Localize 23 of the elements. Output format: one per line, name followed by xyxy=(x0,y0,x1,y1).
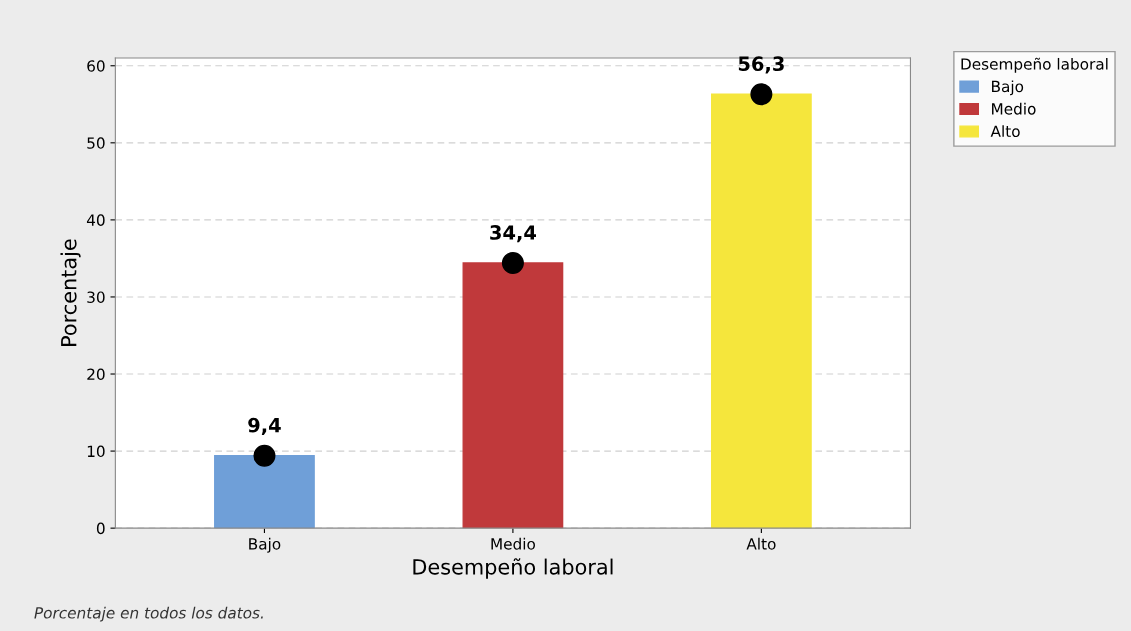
y-tick-label: 20 xyxy=(87,368,105,381)
x-tick-label: Alto xyxy=(746,537,776,550)
legend-title: Desempeño laboral xyxy=(961,57,1108,73)
y-tick-label: 0 xyxy=(96,522,105,535)
y-tick-label: 40 xyxy=(86,214,105,226)
data-label: 9,4 xyxy=(248,417,281,435)
legend-label: Bajo xyxy=(992,80,1024,96)
x-tick-label: Bajo xyxy=(249,537,281,553)
x-tick-label: Medio xyxy=(491,537,536,550)
x-axis-title: Desempeño laboral xyxy=(413,558,613,579)
y-tick-label: 50 xyxy=(87,137,105,149)
legend-label: Medio xyxy=(992,102,1036,115)
point xyxy=(501,252,524,275)
y-tick-label: 10 xyxy=(87,445,105,458)
point xyxy=(253,444,276,467)
legend-label: Alto xyxy=(990,125,1020,138)
point xyxy=(750,83,773,106)
y-tick-label: 30 xyxy=(87,291,105,303)
y-axis-title: Porcentaje xyxy=(60,239,81,346)
y-tick-label: 60 xyxy=(87,60,105,72)
data-label: 56,3 xyxy=(738,56,784,74)
text: Porcentaje en todos los datos. xyxy=(34,606,263,622)
data-label: 34,4 xyxy=(490,225,536,243)
